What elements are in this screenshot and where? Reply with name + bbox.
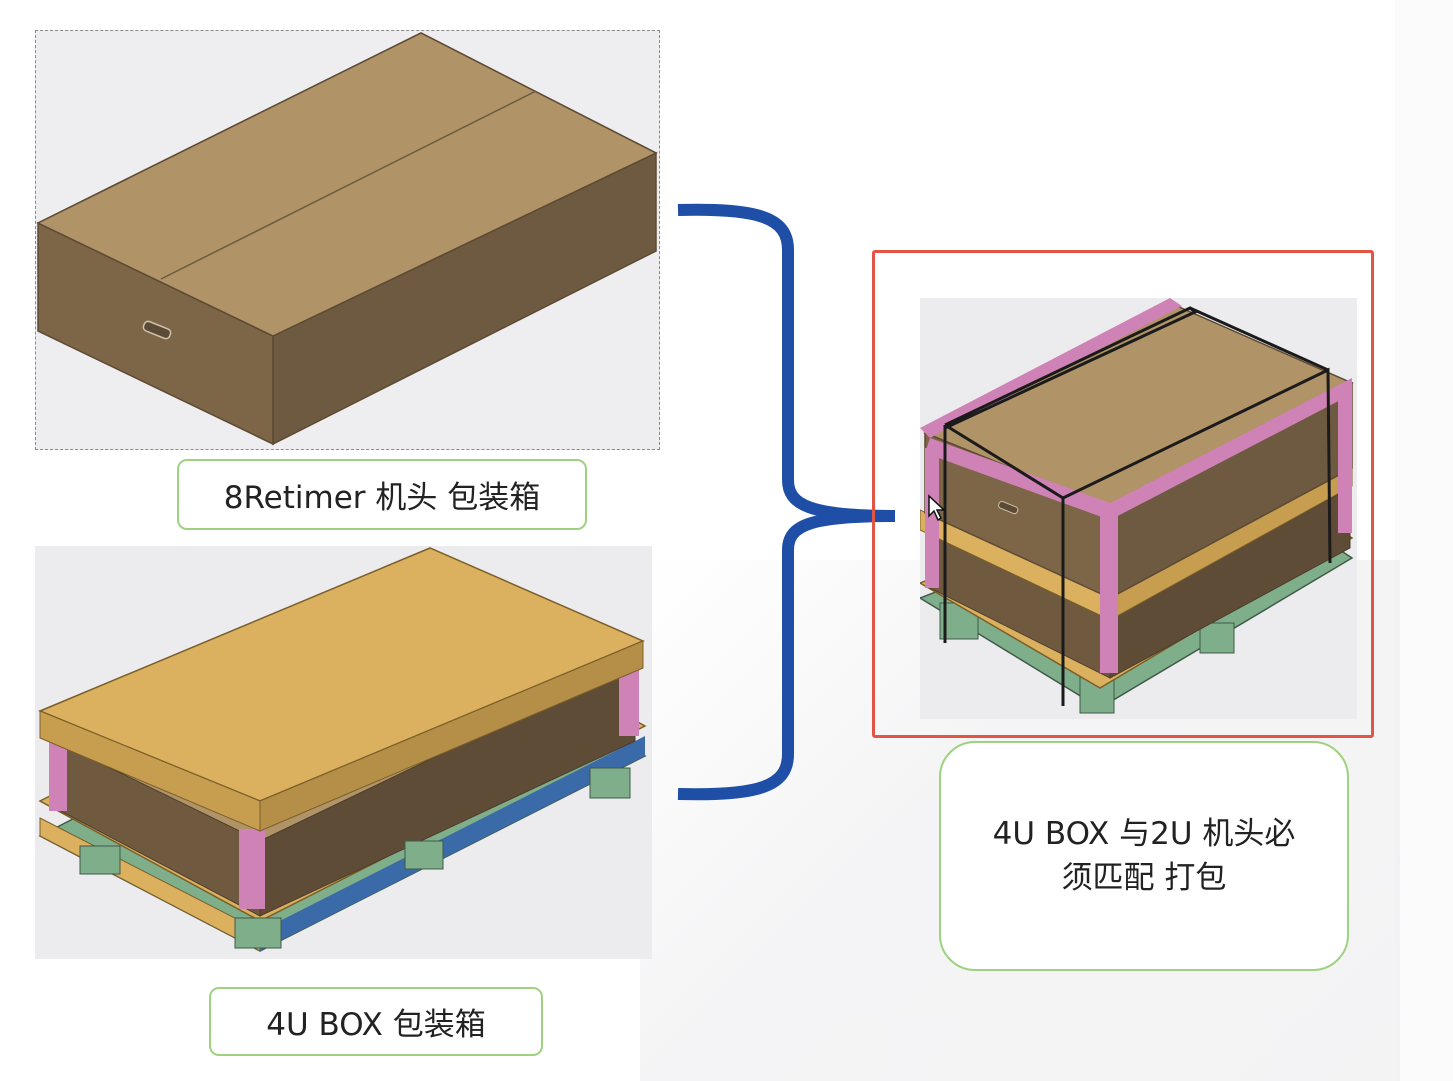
- curly-bracket-icon: [677, 203, 896, 801]
- combined-label-line-2: 须匹配 打包: [1061, 860, 1227, 896]
- box-4u-image: [35, 546, 652, 959]
- box-4u-label: 4U BOX 包装箱: [209, 987, 543, 1056]
- combined-package-icon: [920, 298, 1354, 714]
- mouse-cursor-icon: [927, 494, 947, 522]
- box-4u-label-text: 4U BOX 包装箱: [266, 1007, 486, 1043]
- cardboard-box-icon: [36, 32, 658, 446]
- retimer-box-image: [35, 30, 660, 450]
- grouping-bracket: [660, 190, 920, 810]
- combined-label-line-1: 4U BOX 与2U 机头必: [992, 816, 1296, 852]
- retimer-box-label: 8Retimer 机头 包装箱: [177, 459, 587, 530]
- combined-package-label-text: 4U BOX 与2U 机头必 须匹配 打包: [993, 812, 1296, 900]
- combined-package-label: 4U BOX 与2U 机头必 须匹配 打包: [939, 741, 1349, 971]
- pallet-box-icon: [38, 547, 647, 952]
- combined-package-image: [920, 298, 1357, 719]
- result-highlight-frame: [872, 250, 1374, 738]
- retimer-box-label-text: 8Retimer 机头 包装箱: [223, 480, 541, 516]
- background-band: [1395, 0, 1453, 1081]
